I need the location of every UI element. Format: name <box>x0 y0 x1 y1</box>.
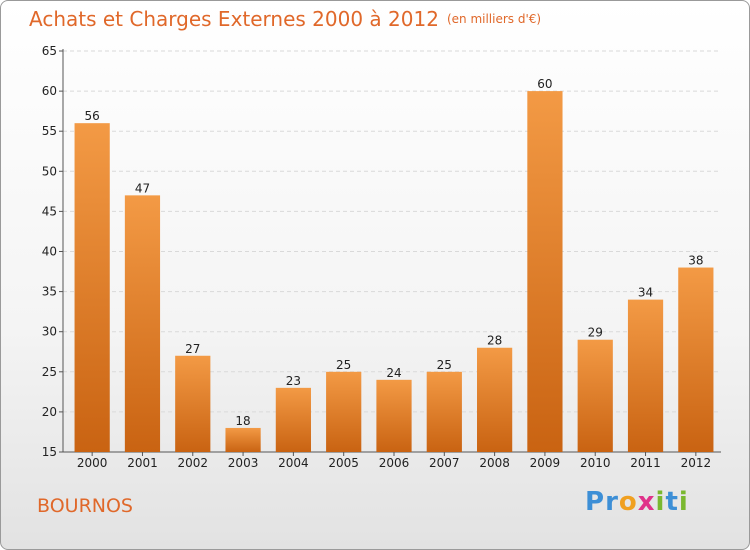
value-label-2008: 28 <box>487 334 502 348</box>
x-tick-label: 2006 <box>379 456 410 470</box>
y-tick-label: 50 <box>42 164 57 178</box>
logo-letter: r <box>605 487 619 517</box>
x-tick-label: 2011 <box>630 456 661 470</box>
bar-2000 <box>74 123 110 453</box>
x-tick-label: 2009 <box>530 456 561 470</box>
y-tick-label: 15 <box>42 445 57 459</box>
x-tick-label: 2005 <box>328 456 359 470</box>
x-tick-label: 2002 <box>177 456 208 470</box>
bar-2011 <box>627 299 664 452</box>
commune-name: BOURNOS <box>37 495 133 517</box>
bar-2003 <box>225 427 261 452</box>
chart-title-text: Achats et Charges Externes 2000 à 2012 <box>29 7 439 31</box>
bar-2009 <box>527 91 563 452</box>
value-label-2004: 23 <box>286 374 301 388</box>
bar-2008 <box>477 347 513 452</box>
y-tick-label: 40 <box>42 245 57 259</box>
value-label-2009: 60 <box>537 77 552 91</box>
bar-2002 <box>175 355 211 452</box>
y-tick-label: 30 <box>42 325 57 339</box>
value-label-2011: 34 <box>638 286 653 300</box>
value-label-2012: 38 <box>688 254 703 268</box>
value-label-2002: 27 <box>185 342 200 356</box>
x-tick-label: 2010 <box>580 456 611 470</box>
bar-2001 <box>124 195 161 453</box>
bar-2005 <box>326 371 362 452</box>
x-tick-label: 2000 <box>77 456 108 470</box>
value-label-2007: 25 <box>437 358 452 372</box>
x-tick-label: 2008 <box>479 456 510 470</box>
logo-letter: P <box>585 487 606 517</box>
bar-2012 <box>678 267 714 452</box>
x-tick-label: 2012 <box>681 456 712 470</box>
value-label-2003: 18 <box>235 414 250 428</box>
value-label-2001: 47 <box>135 181 150 195</box>
logo-letter: o <box>618 487 638 517</box>
logo-letter: x <box>637 487 656 517</box>
chart-subtitle: (en milliers d'€) <box>446 12 542 26</box>
value-label-2010: 29 <box>588 326 603 340</box>
logo-letter: i <box>655 487 666 517</box>
proxiti-logo: Proxiti <box>585 487 689 517</box>
x-tick-label: 2004 <box>278 456 309 470</box>
y-tick-label: 20 <box>42 405 57 419</box>
logo-letter: t <box>665 487 679 517</box>
x-tick-label: 2001 <box>127 456 158 470</box>
x-tick-label: 2003 <box>228 456 259 470</box>
bar-2010 <box>577 339 613 452</box>
bar-2004 <box>275 387 311 452</box>
y-tick-label: 60 <box>42 84 57 98</box>
y-tick-label: 45 <box>42 204 57 218</box>
chart-title: Achats et Charges Externes 2000 à 2012 (e… <box>29 7 541 31</box>
bar-2007 <box>426 371 462 452</box>
y-tick-label: 55 <box>42 124 57 138</box>
bar-2006 <box>376 379 412 452</box>
x-tick-label: 2007 <box>429 456 460 470</box>
value-label-2005: 25 <box>336 358 351 372</box>
y-tick-label: 65 <box>42 44 57 58</box>
y-tick-label: 25 <box>42 365 57 379</box>
value-label-2006: 24 <box>386 366 401 380</box>
value-label-2000: 56 <box>85 109 100 123</box>
logo-letter: i <box>678 487 689 517</box>
y-tick-label: 35 <box>42 285 57 299</box>
